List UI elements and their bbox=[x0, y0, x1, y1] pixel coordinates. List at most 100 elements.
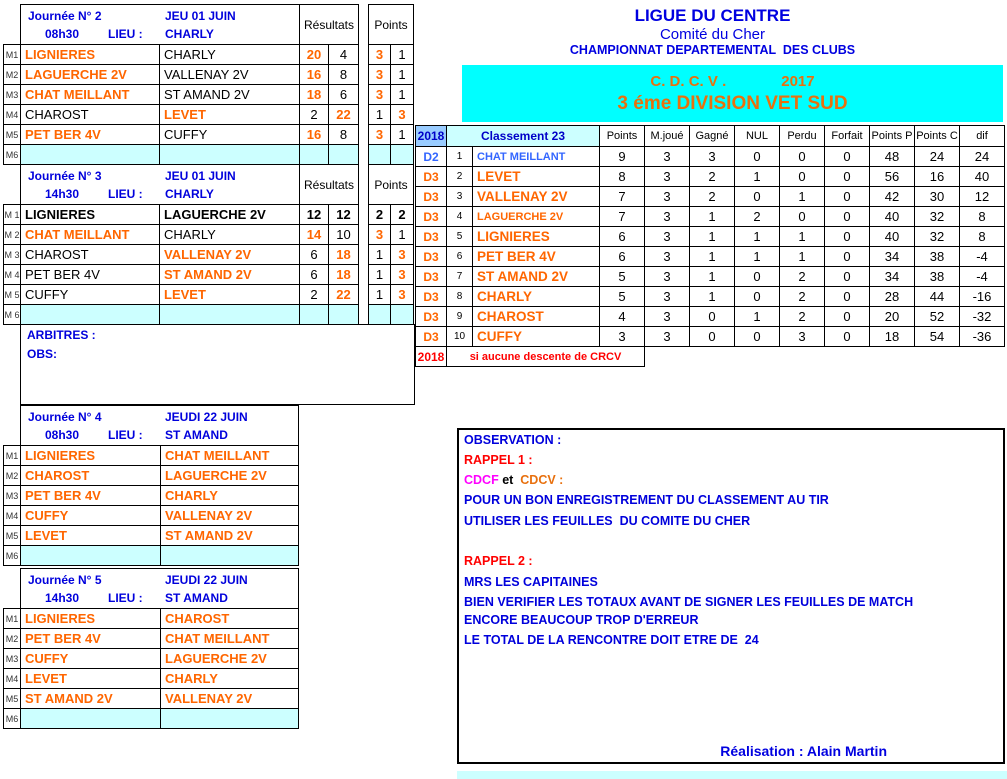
match-away-score: 18 bbox=[329, 265, 359, 285]
classement-stat: 6 bbox=[600, 227, 645, 247]
points-header: Points bbox=[369, 165, 414, 205]
classement-stat: 52 bbox=[915, 307, 960, 327]
match-home-points bbox=[369, 305, 391, 325]
classement-stat: 3 bbox=[645, 287, 690, 307]
classement-stat: 48 bbox=[870, 147, 915, 167]
classement-stat: -36 bbox=[960, 327, 1005, 347]
classement-stat: 0 bbox=[735, 147, 780, 167]
classement-stat: 0 bbox=[825, 247, 870, 267]
journee-4-table: Journée N° 4 JEUDI 22 JUIN 08h30 LIEU : ST A… bbox=[20, 405, 299, 566]
match-number-label: M3 bbox=[4, 486, 21, 506]
classement-stat: 40 bbox=[960, 167, 1005, 187]
match-number-label: M1 bbox=[4, 609, 21, 629]
classement-column-header: dif bbox=[960, 126, 1005, 147]
match-home-points: 3 bbox=[369, 45, 391, 65]
journee-lieu: CHARLY bbox=[165, 27, 214, 41]
match-home-points: 3 bbox=[369, 125, 391, 145]
classement-column-header: Forfait bbox=[825, 126, 870, 147]
division-label: D3 bbox=[416, 207, 447, 227]
classement-team: LEVET bbox=[473, 167, 600, 187]
division-label: D3 bbox=[416, 307, 447, 327]
match-home-team: PET BER 4V bbox=[21, 629, 161, 649]
classement-rank: 7 bbox=[447, 267, 473, 287]
match-home-team: PET BER 4V bbox=[21, 125, 160, 145]
match-away-points bbox=[391, 305, 414, 325]
observation-line3: MRS LES CAPITAINES bbox=[464, 575, 598, 589]
match-away-team: ST AMAND 2V bbox=[160, 265, 300, 285]
classement-stat: 0 bbox=[825, 187, 870, 207]
journee-3-points-table: Points 2 2 3 1 1 3 1 3 1 3 bbox=[368, 164, 414, 325]
match-home-score bbox=[300, 305, 329, 325]
classement-stat: 24 bbox=[960, 147, 1005, 167]
match-home-team: LIGNIERES bbox=[21, 205, 160, 225]
match-home-team: CUFFY bbox=[21, 285, 160, 305]
classement-footer-year: 2018 bbox=[416, 347, 447, 367]
classement-team: VALLENAY 2V bbox=[473, 187, 600, 207]
lieu-label: LIEU : bbox=[108, 27, 143, 41]
classement-rank: 8 bbox=[447, 287, 473, 307]
journee-date: JEU 01 JUIN bbox=[165, 9, 236, 23]
championnat-title: CHAMPIONNAT DEPARTEMENTAL DES CLUBS bbox=[569, 43, 856, 57]
et-label: et bbox=[498, 473, 521, 487]
classement-stat: 0 bbox=[735, 267, 780, 287]
match-away-team: LAGUERCHE 2V bbox=[161, 649, 299, 669]
match-home-score: 16 bbox=[300, 125, 329, 145]
banner-year: 2017 bbox=[781, 72, 815, 90]
match-home-team: CUFFY bbox=[21, 649, 161, 669]
classement-team: CUFFY bbox=[473, 327, 600, 347]
classement-stat: -16 bbox=[960, 287, 1005, 307]
classement-column-header: Points bbox=[600, 126, 645, 147]
classement-stat: 3 bbox=[645, 187, 690, 207]
division-label: D3 bbox=[416, 287, 447, 307]
match-away-team: LAGUERCHE 2V bbox=[160, 205, 300, 225]
match-home-team: CHAROST bbox=[21, 466, 161, 486]
match-home-points: 1 bbox=[369, 245, 391, 265]
journee-3-header: Journée N° 3 JEU 01 JUIN 14h30 LIEU : CHARLY bbox=[21, 165, 300, 205]
classement-stat: 32 bbox=[915, 227, 960, 247]
classement-stat: 1 bbox=[780, 187, 825, 207]
classement-rank: 2 bbox=[447, 167, 473, 187]
match-home-score: 6 bbox=[300, 265, 329, 285]
classement-stat: 3 bbox=[780, 327, 825, 347]
match-away-points: 1 bbox=[391, 65, 414, 85]
classement-stat: 4 bbox=[600, 307, 645, 327]
match-away-team: LEVET bbox=[160, 285, 300, 305]
match-number-label: M6 bbox=[4, 546, 21, 566]
journee-date: JEUDI 22 JUIN bbox=[165, 410, 248, 424]
match-home-points: 3 bbox=[369, 85, 391, 105]
classement-stat: 5 bbox=[600, 267, 645, 287]
match-number-label: M6 bbox=[4, 145, 21, 165]
observation-line1: POUR UN BON ENREGISTREMENT DU CLASSEMENT… bbox=[464, 493, 829, 507]
banner-division: 3 éme DIVISION VET SUD bbox=[617, 92, 848, 114]
classement-rank: 9 bbox=[447, 307, 473, 327]
journee-2-points-table: Points 3 1 3 1 3 1 1 3 3 1 bbox=[368, 4, 414, 165]
classement-stat: 2 bbox=[690, 167, 735, 187]
match-away-score: 22 bbox=[329, 285, 359, 305]
lieu-label: LIEU : bbox=[108, 187, 143, 201]
journee-time: 08h30 bbox=[45, 428, 80, 442]
division-label: D2 bbox=[416, 147, 447, 167]
classement-stat: 54 bbox=[915, 327, 960, 347]
classement-stat: 1 bbox=[690, 287, 735, 307]
classement-stat: 3 bbox=[645, 267, 690, 287]
match-home-team bbox=[21, 305, 160, 325]
journee-4-header: Journée N° 4 JEUDI 22 JUIN 08h30 LIEU : ST A… bbox=[21, 406, 299, 446]
journee-title: Journée N° 3 bbox=[28, 169, 102, 183]
journee-time: 14h30 bbox=[45, 187, 80, 201]
classement-stat: 2 bbox=[690, 187, 735, 207]
classement-footer-note: si aucune descente de CRCV bbox=[447, 347, 645, 367]
rappel1-label: RAPPEL 1 : bbox=[464, 453, 533, 467]
observation-line5: ENCORE BEAUCOUP TROP D'ERREUR bbox=[464, 613, 699, 627]
classement-stat: 0 bbox=[825, 307, 870, 327]
match-away-team: VALLENAY 2V bbox=[161, 689, 299, 709]
journee-4-match-labels: M1 M2 M3 M4 M5 M6 bbox=[3, 445, 21, 566]
classement-stat: 0 bbox=[825, 327, 870, 347]
match-home-team: CUFFY bbox=[21, 506, 161, 526]
journee-5-match-labels: M1 M2 M3 M4 M5 M6 bbox=[3, 608, 21, 729]
match-away-score: 18 bbox=[329, 245, 359, 265]
match-home-score bbox=[300, 145, 329, 165]
match-number-label: M4 bbox=[4, 105, 21, 125]
classement-stat: 1 bbox=[735, 307, 780, 327]
match-home-points: 1 bbox=[369, 265, 391, 285]
